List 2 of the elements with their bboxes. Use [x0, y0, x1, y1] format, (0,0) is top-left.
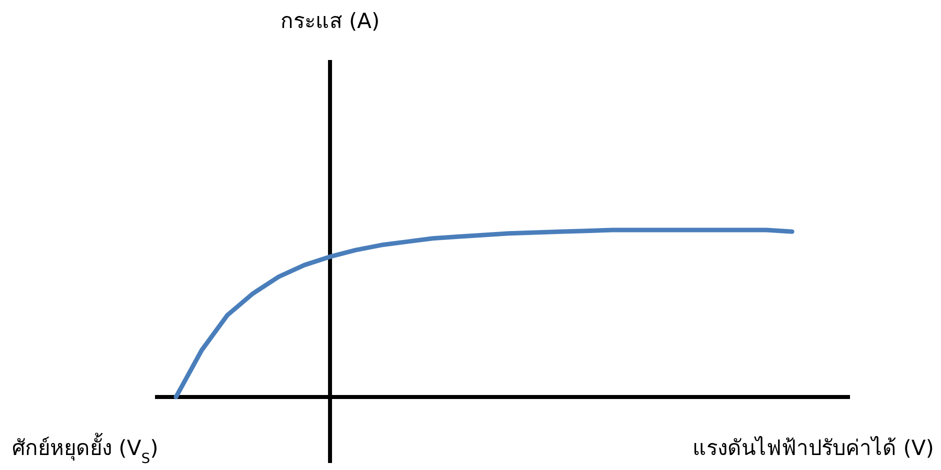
xlabel: แรงดันไฟฟ้าปรับค่าได้ (V) [692, 436, 934, 460]
annotation: กระแส (A) [280, 9, 380, 33]
